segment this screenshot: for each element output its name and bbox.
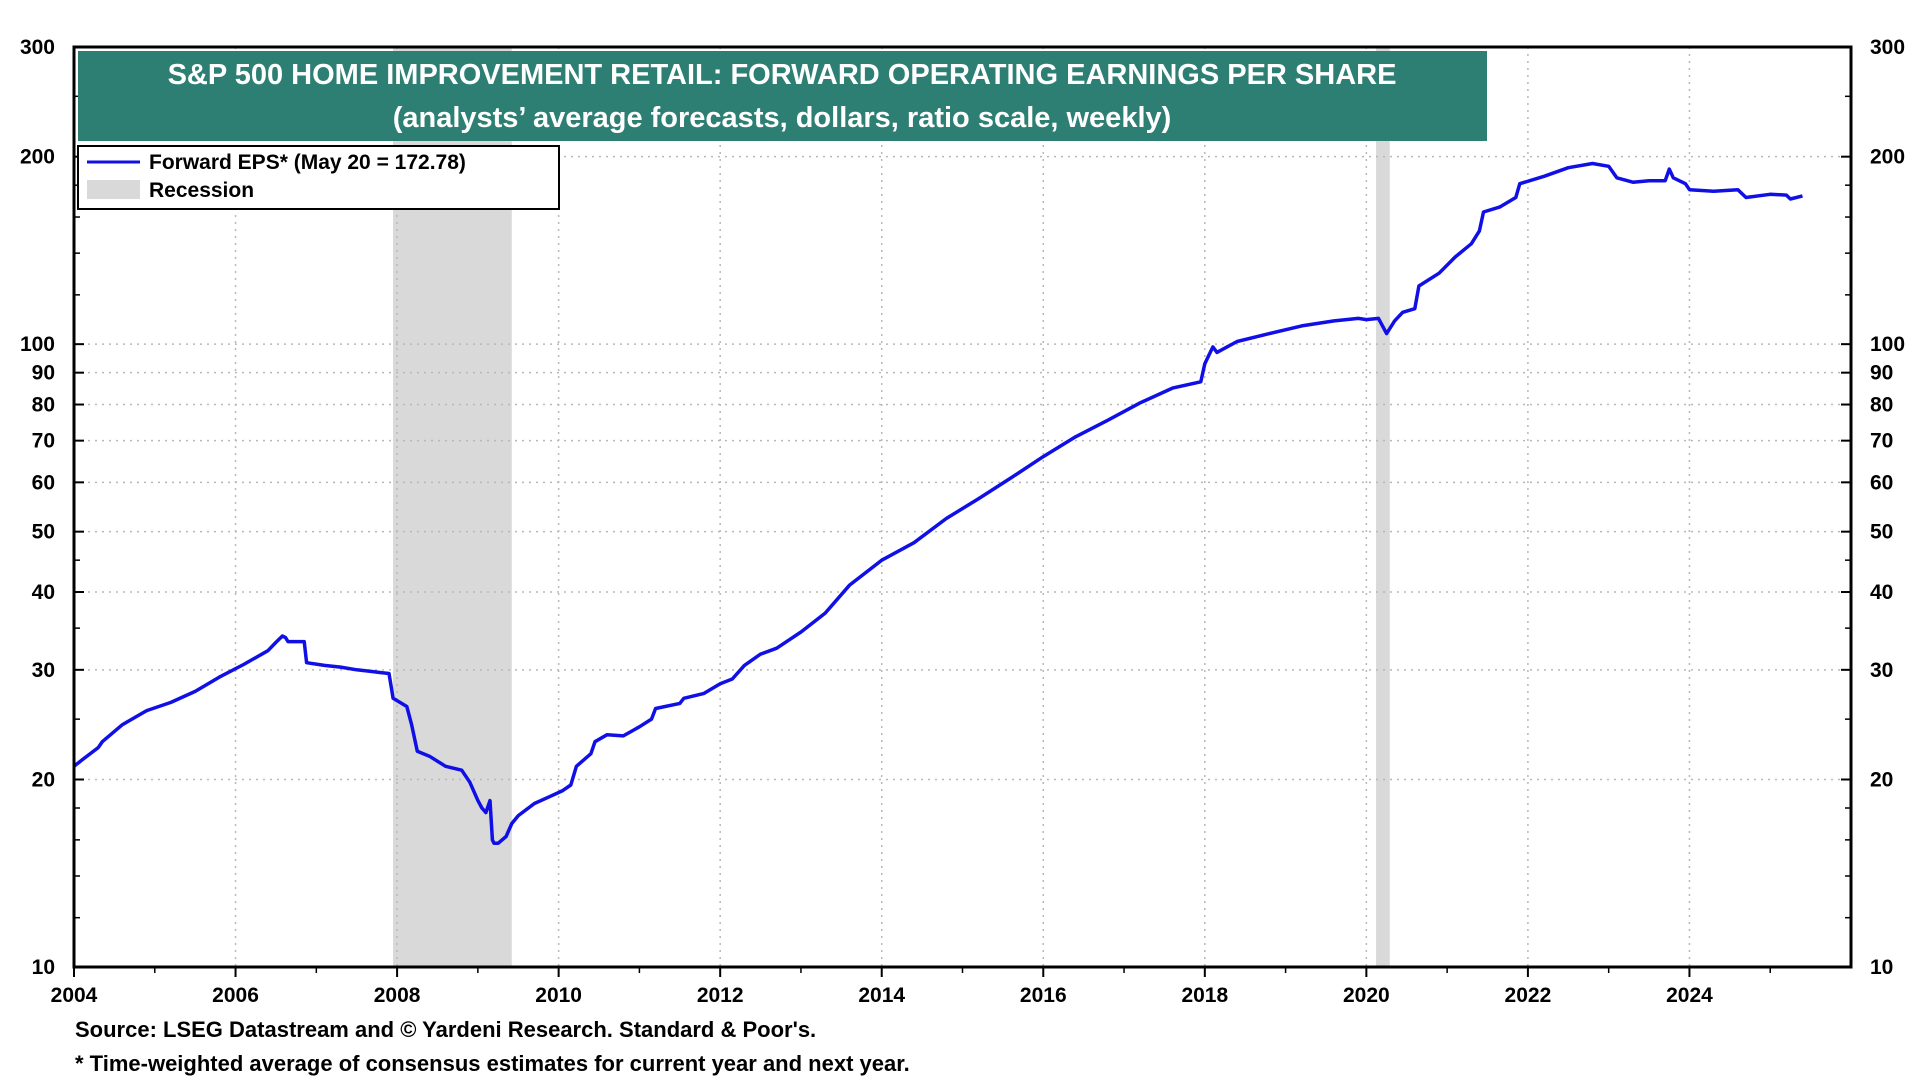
title-background: [78, 51, 1487, 141]
x-tick-label: 2012: [697, 984, 744, 1007]
x-axis: 2004 2006 2008 2010 2012 2014 2016 2018 2020 2022…: [51, 967, 1771, 1007]
footnote: * Time-weighted average of consensus est…: [75, 1051, 910, 1076]
series-line-1: [72, 161, 1803, 846]
y-tick-label-left: 300: [20, 36, 55, 59]
y-tick-label-left: 30: [32, 659, 55, 682]
y-tick-label-right: 70: [1870, 430, 1893, 453]
y-tick-label-right: 20: [1870, 769, 1893, 792]
recession-band-2: [1376, 47, 1390, 967]
x-tick-label: 2010: [535, 984, 582, 1007]
title-box: S&P 500 HOME IMPROVEMENT RETAIL: FORWARD…: [78, 51, 1487, 141]
x-tick-label: 2024: [1666, 984, 1713, 1007]
y-tick-label-left: 10: [32, 956, 55, 979]
y-tick-label-right: 30: [1870, 659, 1893, 682]
x-tick-label: 2004: [51, 984, 98, 1007]
eps-line-group: [72, 161, 1803, 846]
x-tick-label: 2006: [212, 984, 259, 1007]
y-tick-label-right: 10: [1870, 956, 1893, 979]
y-tick-label-right: 90: [1870, 362, 1893, 385]
source-note: Source: LSEG Datastream and © Yardeni Re…: [75, 1017, 817, 1042]
chart-subtitle: (analysts’ average forecasts, dollars, r…: [393, 102, 1172, 134]
x-tick-label: 2016: [1020, 984, 1067, 1007]
y-tick-label-left: 80: [32, 394, 55, 417]
y-tick-label-right: 100: [1870, 333, 1905, 356]
x-tick-label: 2020: [1343, 984, 1390, 1007]
x-tick-label: 2022: [1505, 984, 1552, 1007]
y-tick-label-left: 50: [32, 521, 55, 544]
y-tick-label-left: 60: [32, 471, 55, 494]
legend-recession-swatch: [87, 180, 140, 199]
y-tick-label-right: 300: [1870, 36, 1905, 59]
y-axis: 300 300 200 200 100 100 90 90 80 80 70 70 60 60 50 50 40…: [20, 36, 1905, 979]
x-tick-label: 2018: [1181, 984, 1228, 1007]
y-tick-label-right: 60: [1870, 471, 1893, 494]
legend-box: [77, 145, 560, 210]
x-tick-label: 2008: [374, 984, 421, 1007]
y-tick-label-right: 50: [1870, 521, 1893, 544]
legend: Forward EPS* (May 20 = 172.78) Recession: [77, 145, 560, 210]
y-tick-label-left: 20: [32, 769, 55, 792]
chart: 300 300 200 200 100 100 90 90 80 80 70 70 60 60 50 50 40…: [20, 36, 1905, 1007]
legend-recession-label: Recession: [149, 179, 254, 202]
y-tick-label-left: 90: [32, 362, 55, 385]
chart-title: S&P 500 HOME IMPROVEMENT RETAIL: FORWARD…: [168, 59, 1397, 91]
y-tick-label-right: 200: [1870, 146, 1905, 169]
y-tick-label-left: 200: [20, 146, 55, 169]
y-tick-label-left: 70: [32, 430, 55, 453]
y-tick-label-right: 80: [1870, 394, 1893, 417]
y-tick-label-left: 100: [20, 333, 55, 356]
legend-series-label: Forward EPS* (May 20 = 172.78): [149, 151, 466, 174]
y-tick-label-left: 40: [32, 581, 55, 604]
x-tick-label: 2014: [858, 984, 905, 1007]
y-tick-label-right: 40: [1870, 581, 1893, 604]
